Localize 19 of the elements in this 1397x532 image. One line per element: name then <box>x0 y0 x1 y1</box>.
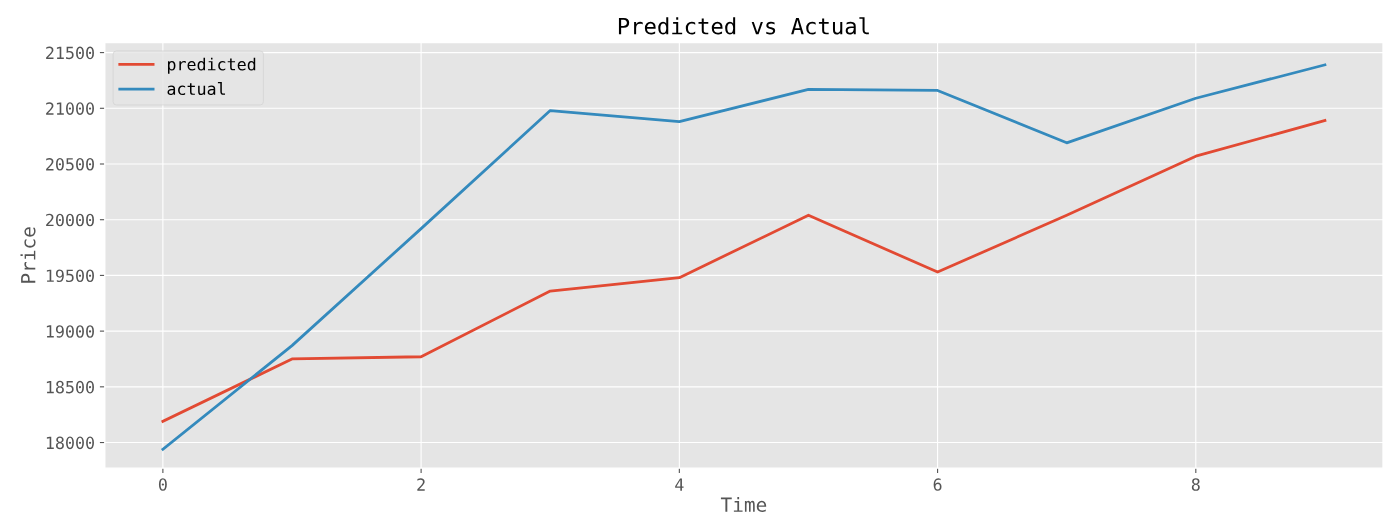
y-tick-label: 20000 <box>46 213 94 227</box>
chart-title: Predicted vs Actual <box>618 17 869 35</box>
legend-label: actual <box>167 82 226 96</box>
legend-label: predicted <box>167 57 256 74</box>
x-tick-label: 6 <box>933 478 942 491</box>
y-tick-label: 20500 <box>46 158 94 171</box>
line-series <box>161 119 1327 423</box>
y-tick-label: 19000 <box>46 325 94 338</box>
x-tick-label: 8 <box>1191 478 1200 491</box>
x-tick-label: 0 <box>158 478 167 491</box>
y-tick-label: 21500 <box>46 46 94 60</box>
y-axis-title: Price <box>20 227 36 283</box>
y-tick-label: 18000 <box>46 436 94 450</box>
y-tick-label: 19500 <box>46 269 94 283</box>
x-tick-label: 2 <box>417 478 425 491</box>
x-tick-label: 4 <box>675 478 684 491</box>
x-axis-title: Time <box>720 496 767 513</box>
y-tick-label: 21000 <box>46 102 94 115</box>
y-tick-label: 18500 <box>46 380 94 394</box>
